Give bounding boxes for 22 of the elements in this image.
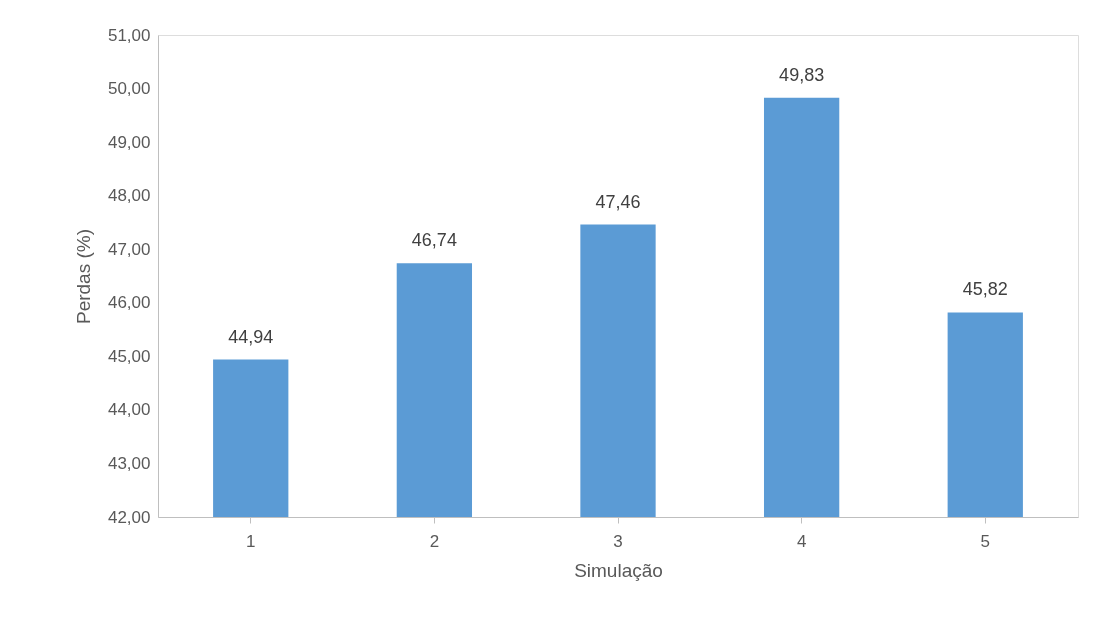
y-tick-label: 47,00	[107, 239, 151, 259]
y-tick-label: 49,00	[107, 132, 151, 152]
x-tick-label: 4	[796, 531, 807, 551]
data-label: 49,83	[779, 64, 825, 85]
y-tick-label: 42,00	[107, 507, 151, 527]
data-label: 47,46	[595, 191, 641, 212]
y-tick-label: 43,00	[107, 453, 151, 473]
y-tick-label: 46,00	[107, 293, 151, 313]
data-label: 46,74	[411, 230, 457, 251]
y-tick-label: 44,00	[107, 400, 151, 420]
y-tick-label: 45,00	[107, 346, 151, 366]
x-axis-title: Simulação	[574, 559, 663, 581]
data-label: 45,82	[962, 279, 1008, 300]
x-tick-label: 2	[429, 531, 440, 551]
x-tick-label: 1	[246, 531, 256, 551]
y-tick-label: 50,00	[107, 79, 151, 99]
y-axis-title: Perdas (%)	[72, 228, 94, 325]
x-tick-label: 5	[980, 531, 990, 551]
y-tick-label: 51,00	[107, 25, 151, 45]
x-tick-label: 3	[613, 531, 623, 551]
data-label: 44,94	[228, 326, 274, 347]
y-tick-label: 48,00	[107, 186, 151, 206]
